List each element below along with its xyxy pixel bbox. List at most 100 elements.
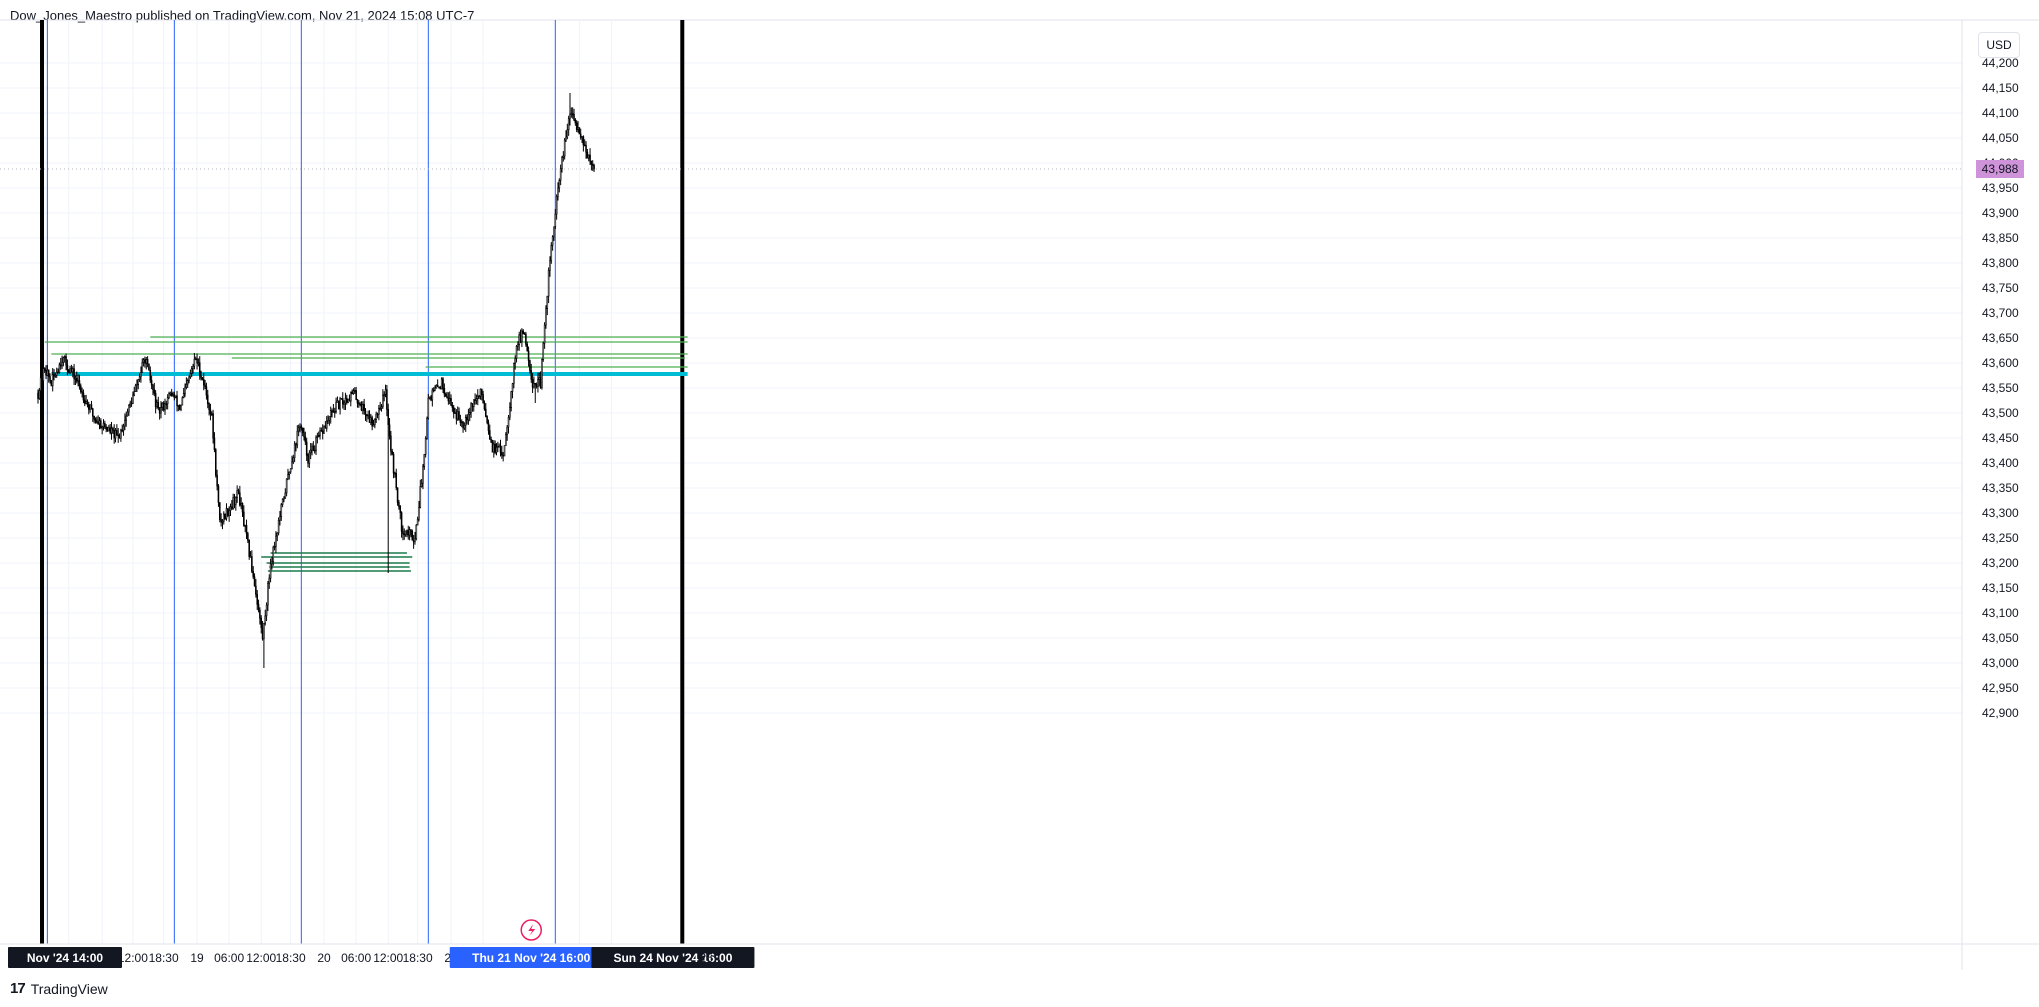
candle-body [444,393,447,397]
candle-body [440,378,443,390]
candle-body [471,403,474,408]
candle-body [184,386,186,394]
candle-body [493,443,495,453]
time-tick-label: 18:30 [276,951,306,965]
candle-body [71,368,74,373]
candle-body [574,119,577,124]
candle-body [176,395,178,406]
candle-body [178,404,181,410]
candle-body [354,390,356,392]
candle-body [161,402,164,408]
price-tick-label: 43,300 [1982,506,2019,520]
candle-body [182,392,185,398]
candle-body [479,388,482,397]
candle-body [359,403,361,406]
candle-body [328,416,331,421]
candle-body [454,412,456,414]
candle-body [434,387,436,391]
candle-body [476,395,479,399]
candle-body [585,145,587,153]
candle-body [545,308,547,326]
candle-body [442,378,444,389]
candle-body [341,398,344,405]
candle-body [567,118,570,131]
candle-body [260,617,263,629]
candle-body [50,380,53,387]
candle-body [355,390,357,400]
candle-body [518,334,520,345]
candle-body [128,404,130,413]
candle-body [379,407,381,410]
candle-body [58,364,61,373]
candle-body [120,429,122,439]
candle-body [474,399,476,401]
price-tick-label: 43,100 [1982,606,2019,620]
current-price-label: 43,988 [1982,162,2019,176]
candle-body [160,407,162,414]
candle-body [257,604,260,611]
candle-body [243,511,245,526]
candle-body [49,376,51,381]
candle-body [320,430,323,432]
candle-body [121,429,123,432]
candle-body [432,389,435,392]
candle-body [323,425,325,434]
candle-body [206,394,209,404]
candle-body [311,445,313,451]
date-marker-box [8,947,122,968]
candle-body [304,436,307,443]
price-tick-label: 43,500 [1982,406,2019,420]
candle-body [347,398,349,403]
time-tick-label: 06:00 [341,951,371,965]
candle-body [513,362,515,384]
candle-body [124,419,126,427]
candle-body [221,520,224,523]
candle-body [252,571,254,578]
candle-body [581,136,583,138]
candle-body [392,453,395,474]
candle-body [487,422,490,431]
candle-body [244,524,246,527]
candle-body [339,398,341,410]
candle-body [321,430,324,434]
candle-body [312,445,315,451]
candle-body [383,393,385,396]
candle-body [113,430,115,439]
candle-body [70,368,73,373]
candle-body [316,436,319,438]
candle-body [219,502,221,520]
candle-body [84,399,86,404]
date-marker-box [449,947,613,968]
candle-body [553,226,555,237]
candle-body [98,420,101,425]
candle-body [335,402,337,412]
candle-body [517,344,519,347]
candle-body [96,420,98,423]
candle-body [414,538,416,543]
candle-body [293,443,296,458]
chart-grid [0,19,2039,944]
candle-body [423,454,426,467]
candle-body [137,379,140,385]
candle-body [571,113,574,116]
price-tick-label: 44,200 [1982,56,2019,70]
candle-body [372,424,375,427]
candle-body [296,430,299,446]
candle-body [63,356,66,359]
price-tick-label: 42,900 [1982,706,2019,720]
candle-body [93,415,95,420]
price-tick-label: 43,400 [1982,456,2019,470]
candle-body [363,403,365,412]
candle-body [200,375,202,379]
price-tick-label: 43,800 [1982,256,2019,270]
candle-body [86,401,89,405]
candle-body [475,398,478,401]
candle-body [269,563,272,579]
candle-body [431,389,434,401]
currency-button[interactable]: USD [1978,32,2020,58]
candle-body [438,386,440,389]
candle-body [591,164,594,166]
candle-body [482,394,484,404]
tradingview-footer[interactable]: 17 TradingView [10,980,108,997]
